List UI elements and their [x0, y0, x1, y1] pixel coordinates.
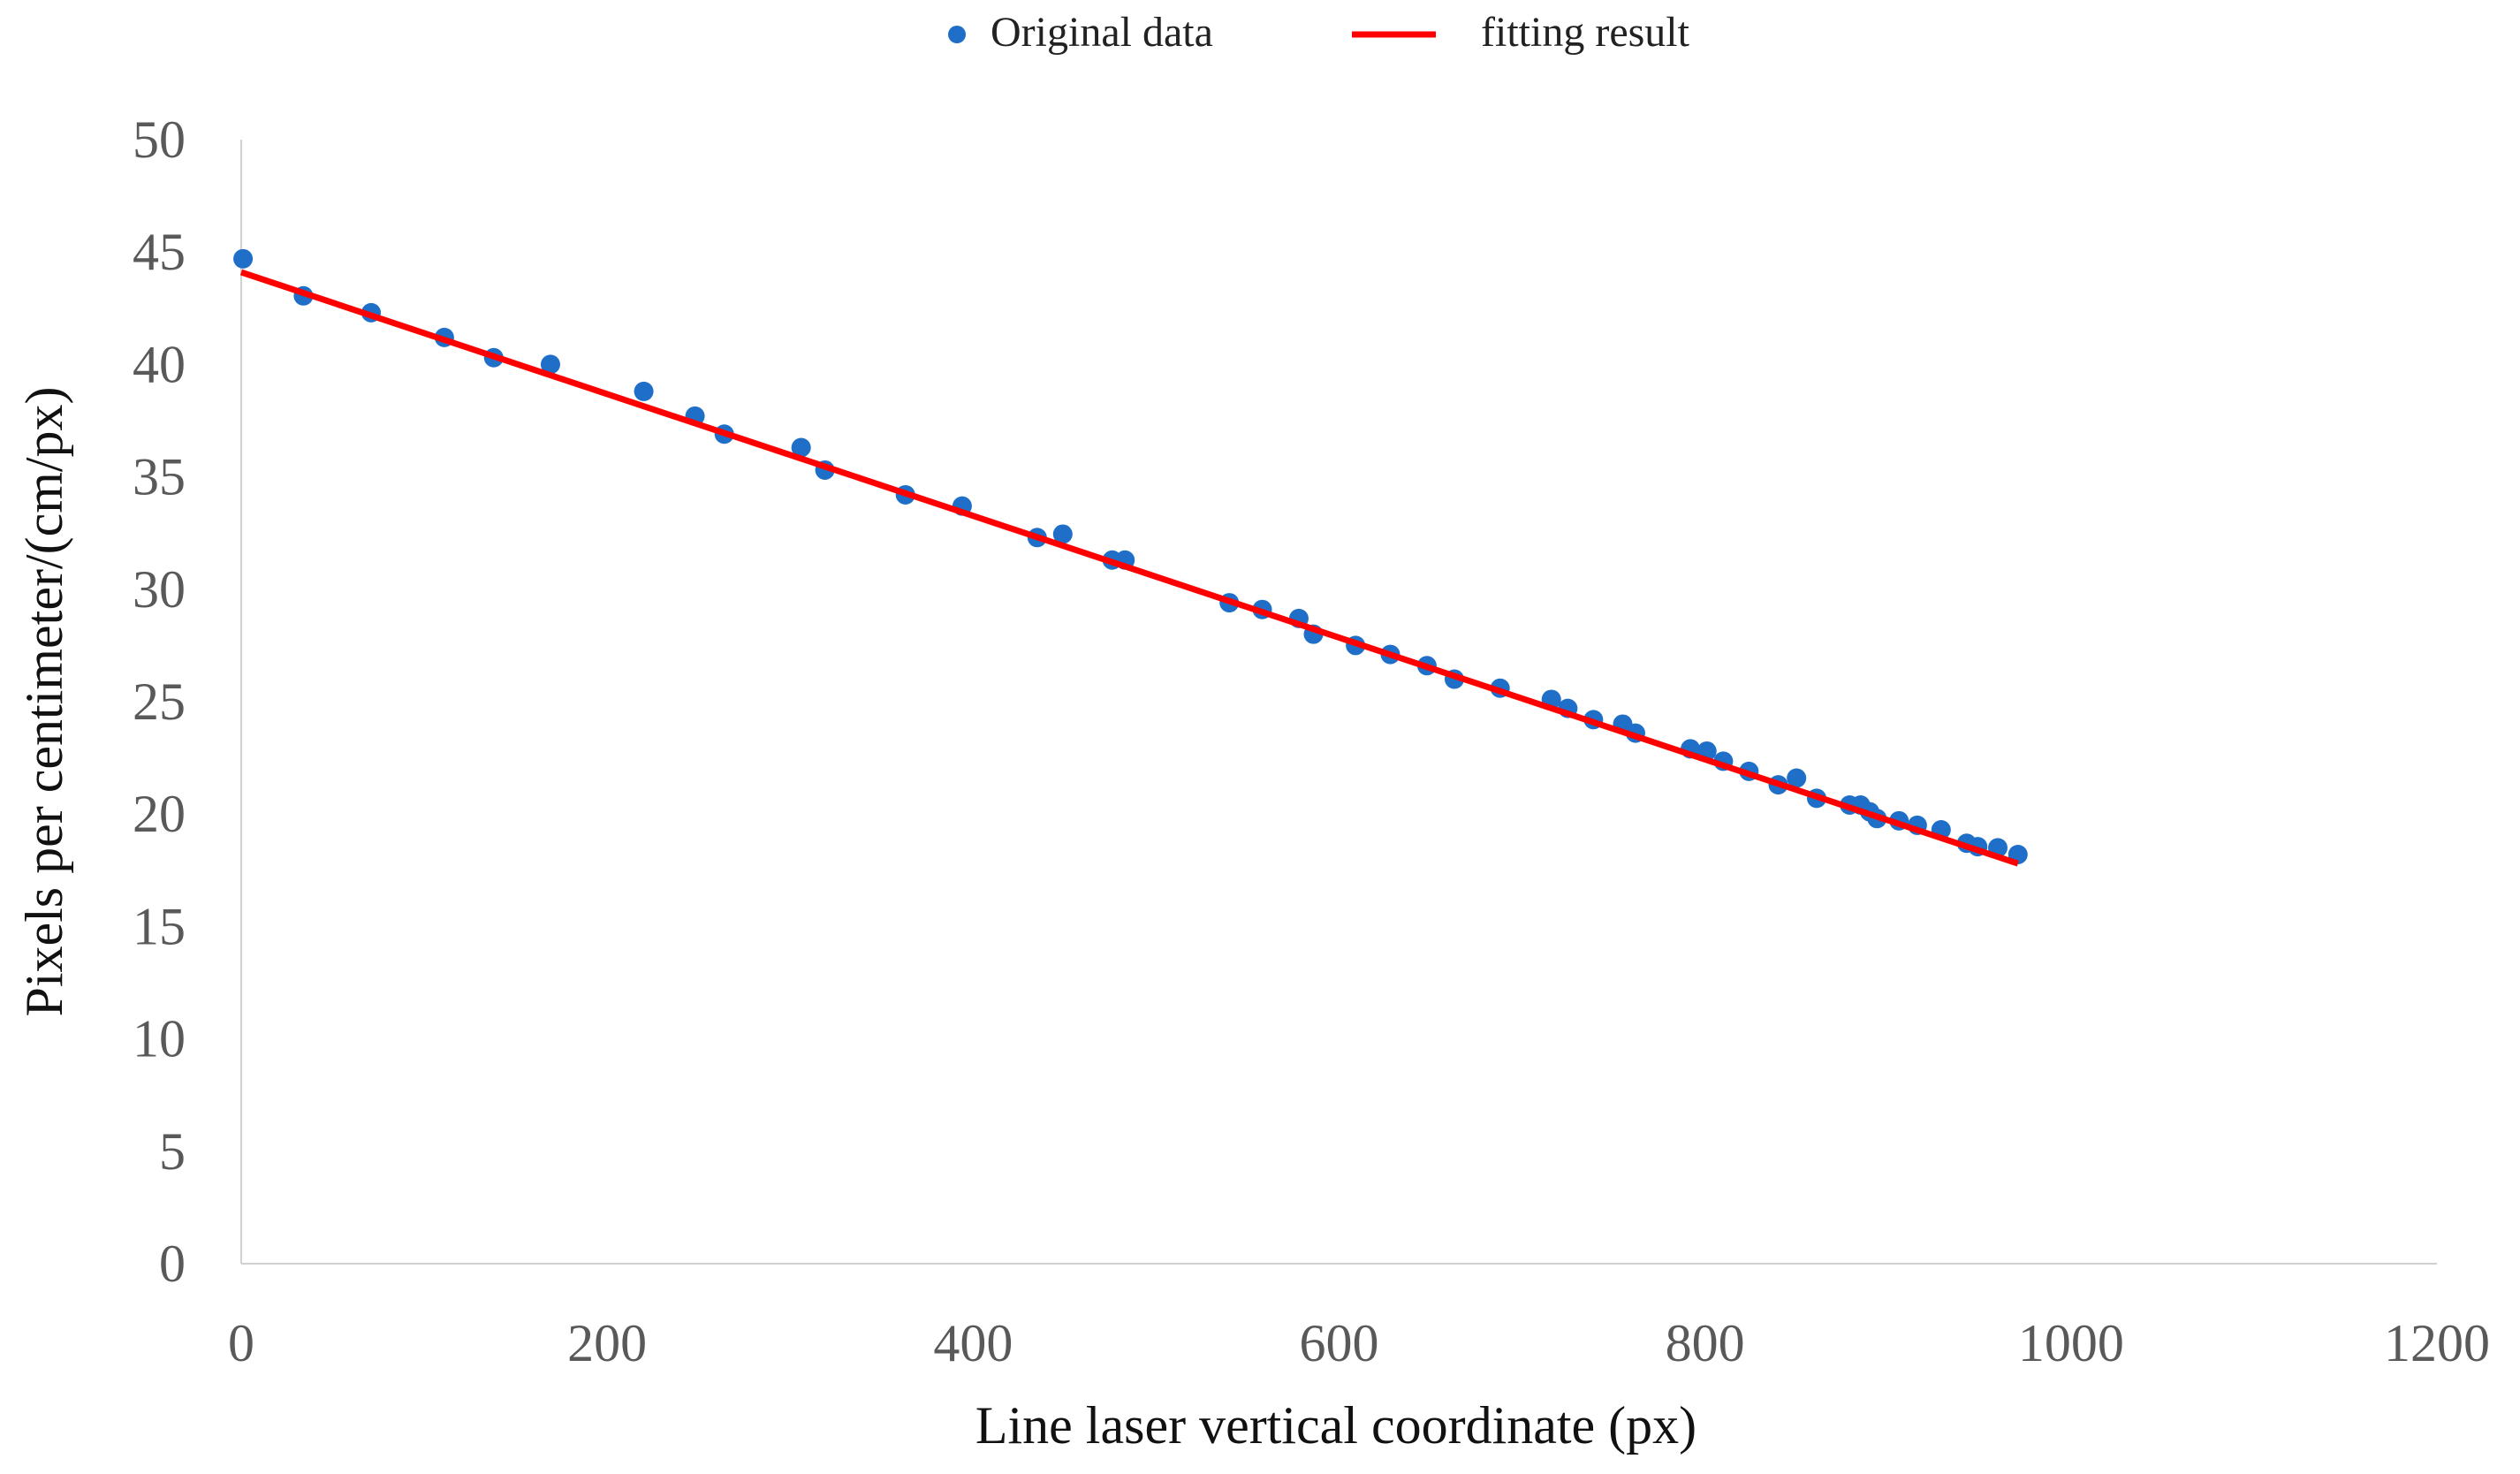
legend: Original data fitting result — [948, 9, 1690, 56]
data-point — [233, 248, 254, 269]
x-tick-label: 600 — [1300, 1314, 1379, 1372]
legend-label-fitting-result: fitting result — [1481, 9, 1690, 56]
y-tick-label: 50 — [133, 110, 186, 169]
y-tick-label: 5 — [159, 1122, 186, 1181]
y-axis-label: Pixels per centimeter/(cm/px) — [15, 386, 73, 1016]
data-point — [1787, 768, 1807, 788]
x-tick-label: 400 — [933, 1314, 1013, 1372]
x-tick-label: 1000 — [2018, 1314, 2124, 1372]
x-tick-label: 200 — [567, 1314, 647, 1372]
y-tick-label: 45 — [133, 223, 186, 281]
data-point — [540, 354, 560, 375]
y-tick-label: 40 — [133, 335, 186, 393]
y-tick-label: 35 — [133, 448, 186, 506]
legend-label-original-data: Original data — [991, 9, 1213, 56]
x-tick-label: 800 — [1666, 1314, 1745, 1372]
y-tick-label: 20 — [133, 785, 186, 843]
data-point — [1052, 524, 1073, 544]
y-tick-label: 25 — [133, 672, 186, 731]
fit-line — [239, 269, 2019, 867]
y-tick-label: 10 — [133, 1010, 186, 1068]
y-tick-label: 0 — [159, 1235, 186, 1293]
data-point — [791, 437, 811, 458]
y-tick-label: 15 — [133, 897, 186, 955]
x-tick-label: 0 — [228, 1314, 254, 1372]
legend-marker-original-data — [948, 26, 966, 43]
plot-marks — [233, 248, 2028, 867]
x-tick-labels: 0 200 400 600 800 1000 1200 — [228, 1314, 2490, 1372]
x-tick-label: 1200 — [2384, 1314, 2490, 1372]
x-axis-label: Line laser vertical coordinate (px) — [975, 1396, 1696, 1455]
y-tick-labels: 0 5 10 15 20 25 30 35 40 45 50 — [133, 110, 186, 1293]
y-tick-label: 30 — [133, 560, 186, 619]
data-point — [634, 381, 654, 401]
